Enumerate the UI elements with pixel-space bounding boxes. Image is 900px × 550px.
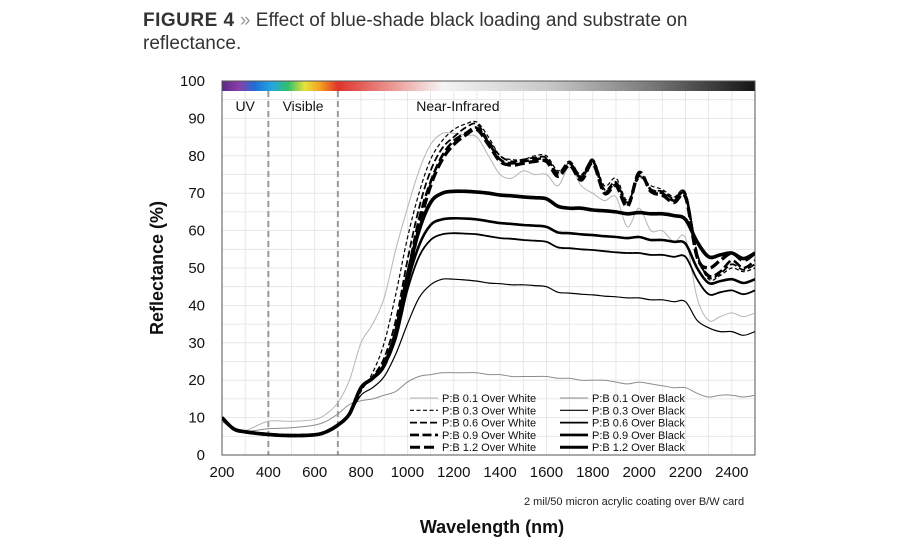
series-line-p-b-0-6-over-white: [222, 122, 755, 437]
legend-label-p-b-0-1-over-white: P:B 0.1 Over White: [442, 393, 536, 405]
region-boundaries: [267, 91, 339, 455]
grid-lines: [222, 81, 755, 455]
y-tick-label: 20: [188, 372, 205, 389]
series-line-p-b-0-9-over-white: [222, 126, 755, 437]
x-tick-label: 1800: [576, 464, 609, 481]
x-tick-label: 1600: [530, 464, 563, 481]
spectrum-band: [222, 81, 755, 91]
y-tick-label: 60: [188, 223, 205, 240]
region-label-near-infrared: Near-Infrared: [416, 98, 499, 114]
figure-title: FIGURE 4 » Effect of blue-shade black lo…: [143, 9, 763, 55]
legend-label-p-b-0-6-over-black: P:B 0.6 Over Black: [592, 418, 685, 430]
x-tick-label: 600: [302, 464, 327, 481]
x-tick-labels: 200 400 600 800 1000 1200 1400 1600 1800 2000 2200…: [209, 464, 748, 481]
x-tick-label: 2400: [715, 464, 748, 481]
x-axis-title: Wavelength (nm): [420, 517, 564, 537]
y-tick-label: 90: [188, 110, 205, 127]
figure-label: FIGURE 4: [143, 10, 235, 31]
legend-label-p-b-0-3-over-white: P:B 0.3 Over White: [442, 405, 536, 417]
y-tick-label: 70: [188, 185, 205, 202]
y-tick-labels: 0 10 20 30 40 50 60 70 80 90 100: [180, 73, 205, 464]
region-label-visible: Visible: [283, 98, 324, 114]
legend-label-p-b-0-3-over-black: P:B 0.3 Over Black: [592, 405, 685, 417]
x-tick-label: 400: [256, 464, 281, 481]
legend-label-p-b-0-1-over-black: P:B 0.1 Over Black: [592, 393, 685, 405]
y-tick-label: 0: [197, 447, 205, 464]
legend-label-p-b-0-9-over-white: P:B 0.9 Over White: [442, 430, 536, 442]
series-line-p-b-1-2-over-black: [222, 189, 755, 438]
figure-separator: »: [239, 10, 251, 31]
y-axis-title: Reflectance (%): [147, 201, 167, 335]
series-lines: [222, 120, 755, 438]
x-tick-label: 2000: [622, 464, 655, 481]
legend-label-p-b-0-6-over-white: P:B 0.6 Over White: [442, 418, 536, 430]
x-tick-label: 200: [209, 464, 234, 481]
legend-label-p-b-0-9-over-black: P:B 0.9 Over Black: [592, 430, 685, 442]
series-line-p-b-0-1-over-white: [222, 131, 755, 432]
y-tick-label: 10: [188, 410, 205, 427]
y-tick-label: 100: [180, 73, 205, 90]
x-tick-label: 1400: [483, 464, 516, 481]
region-labels: UV Visible Near-Infrared: [235, 98, 499, 114]
series-line-p-b-0-1-over-black: [222, 372, 755, 432]
legend-label-p-b-1-2-over-black: P:B 1.2 Over Black: [592, 442, 685, 454]
series-line-p-b-0-3-over-white: [222, 120, 755, 437]
legend-label-p-b-1-2-over-white: P:B 1.2 Over White: [442, 442, 536, 454]
y-tick-label: 40: [188, 297, 205, 314]
x-tick-label: 2200: [669, 464, 702, 481]
x-tick-label: 800: [349, 464, 374, 481]
y-tick-label: 80: [188, 148, 205, 165]
x-tick-label: 1000: [391, 464, 424, 481]
series-line-p-b-1-2-over-white: [222, 127, 755, 438]
region-label-uv: UV: [235, 98, 255, 114]
figure-caption: Effect of blue-shade black loading and s…: [143, 10, 688, 54]
chart-annotation: 2 mil/50 micron acrylic coating over B/W…: [524, 496, 744, 508]
x-tick-label: 1200: [437, 464, 470, 481]
y-tick-label: 30: [188, 335, 205, 352]
y-tick-label: 50: [188, 260, 205, 277]
